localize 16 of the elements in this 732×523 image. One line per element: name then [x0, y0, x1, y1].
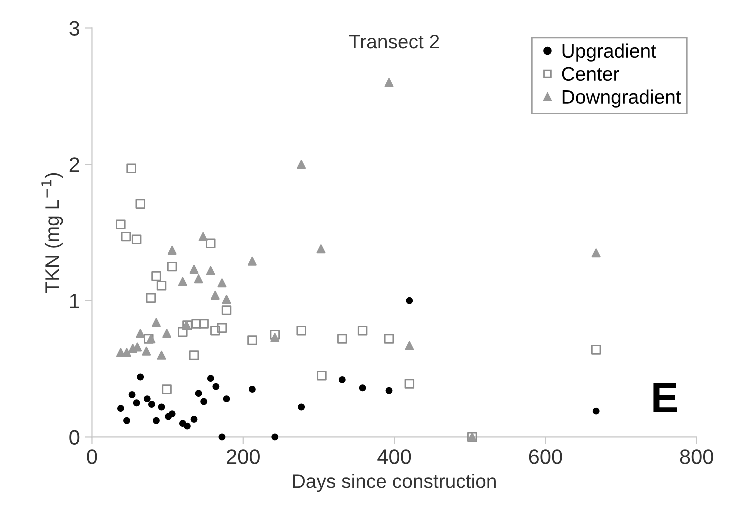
x-tick-label: 0 [87, 450, 98, 464]
y-tick-label: 1 [70, 294, 80, 308]
legend-label: Center [562, 67, 620, 82]
legend-label: Downgradient [562, 90, 682, 108]
y-tick-label: 3 [70, 21, 80, 36]
y-tick-label: 2 [70, 158, 80, 172]
x-tick-label: 800 [680, 450, 714, 464]
x-tick-label: 600 [529, 450, 562, 464]
y-tick-label: 0 [70, 430, 80, 445]
y-axis-title: TKN (mg L$^{−1}$) [42, 173, 64, 293]
x-axis-title: Days since construction [293, 474, 496, 492]
chart-title: Transect 2 [349, 34, 440, 49]
x-tick-label: 400 [378, 450, 412, 464]
legend-label: Upgradient [562, 44, 656, 62]
annotation: E [654, 384, 678, 412]
x-tick-label: 200 [227, 450, 260, 464]
